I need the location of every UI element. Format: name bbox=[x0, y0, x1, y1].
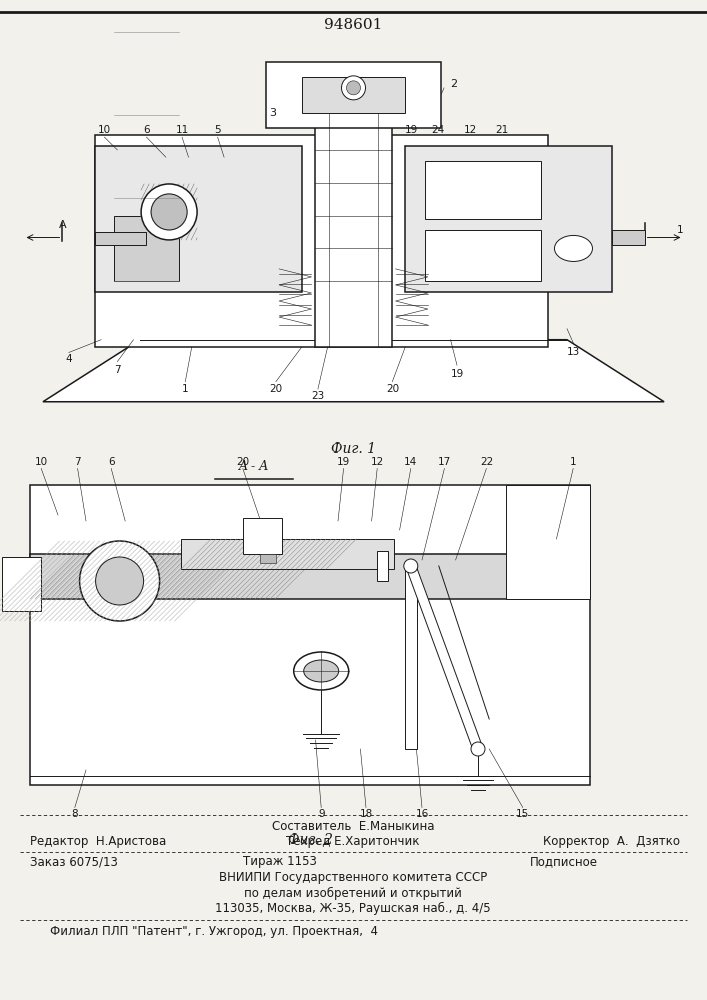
Circle shape bbox=[346, 81, 361, 95]
Bar bbox=[425, 161, 541, 219]
Text: 9: 9 bbox=[318, 809, 325, 819]
Text: 19: 19 bbox=[405, 125, 419, 135]
Circle shape bbox=[471, 742, 485, 756]
Text: 1: 1 bbox=[182, 383, 189, 393]
Bar bbox=[95, 232, 146, 245]
Bar bbox=[315, 84, 392, 347]
Text: Техред Е.Харитончик: Техред Е.Харитончик bbox=[286, 836, 420, 848]
Text: 12: 12 bbox=[370, 457, 384, 467]
Text: 7: 7 bbox=[114, 365, 121, 375]
Bar bbox=[506, 485, 590, 599]
Bar bbox=[378, 551, 388, 581]
Text: 4: 4 bbox=[66, 354, 72, 364]
Text: 20: 20 bbox=[269, 383, 282, 393]
Text: 21: 21 bbox=[496, 125, 509, 135]
Text: 13: 13 bbox=[567, 347, 580, 357]
Circle shape bbox=[404, 559, 418, 573]
Text: 23: 23 bbox=[311, 391, 325, 401]
Text: Составитель  Е.Маныкина: Составитель Е.Маныкина bbox=[271, 820, 434, 832]
Polygon shape bbox=[406, 564, 483, 751]
Text: 19: 19 bbox=[337, 457, 350, 467]
Text: 948601: 948601 bbox=[324, 18, 382, 32]
Bar bbox=[266, 62, 441, 128]
Text: Подписное: Подписное bbox=[530, 856, 598, 868]
Ellipse shape bbox=[293, 652, 349, 690]
Circle shape bbox=[80, 541, 160, 621]
Text: 10: 10 bbox=[35, 457, 48, 467]
Text: Фиг. 2: Фиг. 2 bbox=[288, 833, 332, 847]
Circle shape bbox=[141, 184, 197, 240]
Text: A - A: A - A bbox=[239, 460, 269, 473]
Bar bbox=[612, 230, 645, 245]
Bar bbox=[425, 230, 541, 281]
Text: Корректор  А.  Дзятко: Корректор А. Дзятко bbox=[543, 836, 680, 848]
Bar bbox=[405, 146, 612, 292]
Text: 2: 2 bbox=[450, 79, 457, 89]
Circle shape bbox=[151, 194, 187, 230]
Text: 7: 7 bbox=[74, 457, 81, 467]
Bar bbox=[95, 146, 302, 292]
Text: 113035, Москва, Ж-35, Раушская наб., д. 4/5: 113035, Москва, Ж-35, Раушская наб., д. … bbox=[215, 901, 491, 915]
Circle shape bbox=[95, 557, 144, 605]
Text: 11: 11 bbox=[175, 125, 189, 135]
Circle shape bbox=[341, 76, 366, 100]
Ellipse shape bbox=[554, 235, 592, 261]
Bar bbox=[30, 554, 590, 599]
Text: Филиал ПЛП "Патент", г. Ужгород, ул. Проектная,  4: Филиал ПЛП "Патент", г. Ужгород, ул. Про… bbox=[50, 926, 378, 938]
Text: 20: 20 bbox=[386, 383, 399, 393]
Bar bbox=[114, 216, 179, 281]
Text: 15: 15 bbox=[516, 809, 530, 819]
Text: 6: 6 bbox=[143, 125, 150, 135]
Text: 22: 22 bbox=[480, 457, 493, 467]
Text: 10: 10 bbox=[98, 125, 111, 135]
Bar bbox=[30, 485, 590, 785]
Text: ВНИИПИ Государственного комитета СССР: ВНИИПИ Государственного комитета СССР bbox=[219, 871, 487, 884]
Text: 19: 19 bbox=[450, 369, 464, 379]
Text: Фиг. 1: Фиг. 1 bbox=[331, 442, 376, 456]
Text: 3: 3 bbox=[269, 108, 276, 118]
Text: 14: 14 bbox=[404, 457, 417, 467]
Text: Редактор  Н.Аристова: Редактор Н.Аристова bbox=[30, 836, 166, 848]
Ellipse shape bbox=[304, 660, 339, 682]
Bar bbox=[259, 554, 276, 563]
Polygon shape bbox=[43, 340, 664, 402]
Bar bbox=[302, 77, 405, 113]
Text: по делам изобретений и открытий: по делам изобретений и открытий bbox=[244, 886, 462, 900]
Text: 1: 1 bbox=[570, 457, 576, 467]
Text: 5: 5 bbox=[214, 125, 221, 135]
Text: 17: 17 bbox=[438, 457, 451, 467]
Bar bbox=[95, 135, 548, 347]
Text: Заказ 6075/13: Заказ 6075/13 bbox=[30, 856, 118, 868]
Text: 18: 18 bbox=[359, 809, 373, 819]
Bar bbox=[181, 539, 394, 569]
Text: 1: 1 bbox=[677, 225, 684, 235]
Text: 8: 8 bbox=[71, 809, 78, 819]
Bar bbox=[2, 557, 41, 611]
Bar bbox=[243, 518, 282, 554]
Text: 16: 16 bbox=[416, 809, 428, 819]
Text: 12: 12 bbox=[463, 125, 477, 135]
Text: Тираж 1153: Тираж 1153 bbox=[243, 856, 317, 868]
Text: A: A bbox=[59, 220, 66, 230]
Text: 20: 20 bbox=[236, 457, 250, 467]
Text: 24: 24 bbox=[431, 125, 444, 135]
Text: 6: 6 bbox=[108, 457, 115, 467]
Bar bbox=[405, 566, 417, 749]
